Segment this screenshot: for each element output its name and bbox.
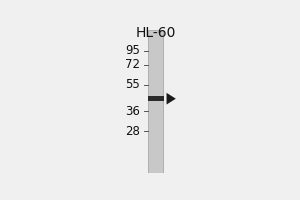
Text: 28: 28 <box>125 125 140 138</box>
Text: 72: 72 <box>125 58 140 71</box>
Text: 36: 36 <box>125 105 140 118</box>
Text: 55: 55 <box>125 78 140 91</box>
Bar <box>148 96 164 101</box>
Bar <box>148 30 164 173</box>
Text: 95: 95 <box>125 44 140 57</box>
Polygon shape <box>167 93 176 105</box>
Text: HL-60: HL-60 <box>136 26 176 40</box>
Bar <box>149 31 163 173</box>
